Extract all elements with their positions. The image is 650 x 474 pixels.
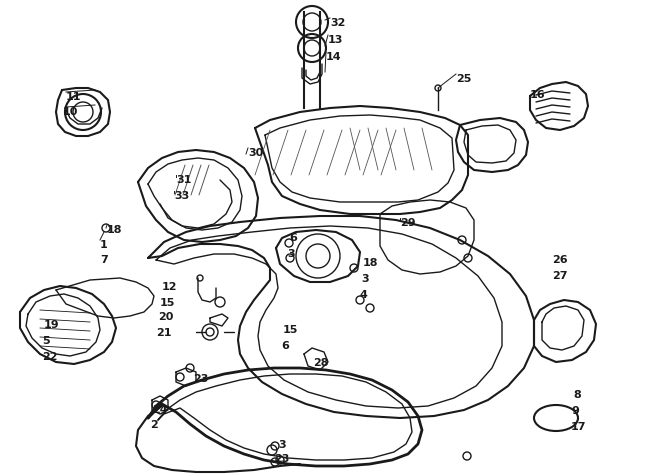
Text: 4: 4 <box>359 290 367 300</box>
Text: 19: 19 <box>44 320 60 330</box>
Text: 33: 33 <box>174 191 189 201</box>
Text: 5: 5 <box>42 336 49 346</box>
Text: 18: 18 <box>363 258 378 268</box>
Text: 7: 7 <box>100 255 108 265</box>
Text: 16: 16 <box>530 90 545 100</box>
Text: 23: 23 <box>274 454 289 464</box>
Text: 25: 25 <box>456 74 471 84</box>
Text: 17: 17 <box>571 422 586 432</box>
Text: 3: 3 <box>361 274 369 284</box>
Text: 13: 13 <box>328 35 343 45</box>
Text: 22: 22 <box>42 352 57 362</box>
Text: 9: 9 <box>571 406 579 416</box>
Text: 32: 32 <box>330 18 345 28</box>
Text: 21: 21 <box>156 328 172 338</box>
Text: 3: 3 <box>287 249 294 259</box>
Text: 10: 10 <box>63 107 79 117</box>
Text: 6: 6 <box>281 341 289 351</box>
Text: 15: 15 <box>283 325 298 335</box>
Text: 29: 29 <box>400 218 415 228</box>
Text: 26: 26 <box>552 255 567 265</box>
Text: 18: 18 <box>107 225 122 235</box>
Text: 31: 31 <box>176 175 191 185</box>
Text: 8: 8 <box>573 390 580 400</box>
Text: 24: 24 <box>152 405 168 415</box>
Text: 30: 30 <box>248 148 263 158</box>
Text: 20: 20 <box>158 312 174 322</box>
Text: 1: 1 <box>100 240 108 250</box>
Text: 14: 14 <box>326 52 342 62</box>
Text: 23: 23 <box>193 374 209 384</box>
Text: 11: 11 <box>66 92 81 102</box>
Text: 15: 15 <box>160 298 176 308</box>
Text: 6: 6 <box>289 233 297 243</box>
Text: 2: 2 <box>150 420 158 430</box>
Text: 28: 28 <box>313 358 328 368</box>
Text: 27: 27 <box>552 271 567 281</box>
Text: 12: 12 <box>162 282 177 292</box>
Text: 3: 3 <box>278 440 285 450</box>
